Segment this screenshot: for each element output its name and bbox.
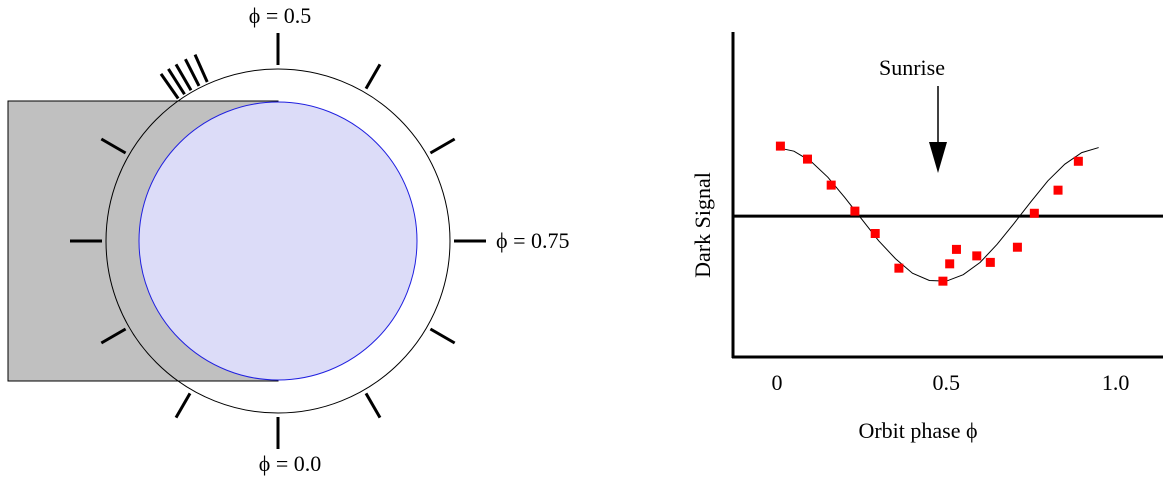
orbit-tick	[430, 329, 454, 343]
phase-label: ϕ = 0.5	[249, 3, 312, 28]
earth	[139, 102, 417, 380]
data-point	[803, 155, 812, 164]
data-point	[952, 245, 961, 254]
orbit-tick	[176, 393, 190, 417]
x-axis-label: Orbit phase ϕ	[858, 418, 977, 443]
y-axis-label: Dark Signal	[690, 172, 715, 278]
page: ϕ = 0.5 ϕ = 0.75 ϕ = 0.0 Sunrise Orbit p…	[0, 0, 1163, 487]
arrow-head	[929, 142, 947, 173]
phase-label: ϕ = 0.75	[496, 228, 570, 253]
data-point	[776, 142, 785, 151]
data-point	[1074, 157, 1083, 166]
data-point	[1054, 186, 1063, 195]
data-point	[986, 258, 995, 267]
annotation: Sunrise	[879, 55, 945, 80]
data-point	[850, 207, 859, 216]
data-point	[827, 181, 836, 190]
x-tick-label: 0	[772, 370, 783, 395]
orbit-tick	[366, 64, 380, 88]
orbit-tick	[195, 55, 207, 82]
orbit-tick	[430, 139, 454, 153]
orbit-tick	[366, 393, 380, 417]
data-point	[1030, 209, 1039, 218]
data-point	[894, 264, 903, 273]
data-point	[1013, 243, 1022, 252]
data-point	[972, 251, 981, 260]
x-tick-label: 0.5	[933, 370, 961, 395]
arrow	[929, 86, 947, 173]
data-point	[871, 229, 880, 238]
phase-label: ϕ = 0.0	[259, 451, 322, 476]
x-tick-label: 1.0	[1102, 370, 1130, 395]
orbit-diagram: ϕ = 0.5 ϕ = 0.75 ϕ = 0.0	[8, 3, 570, 476]
data-point	[945, 259, 954, 268]
data-point	[938, 277, 947, 286]
